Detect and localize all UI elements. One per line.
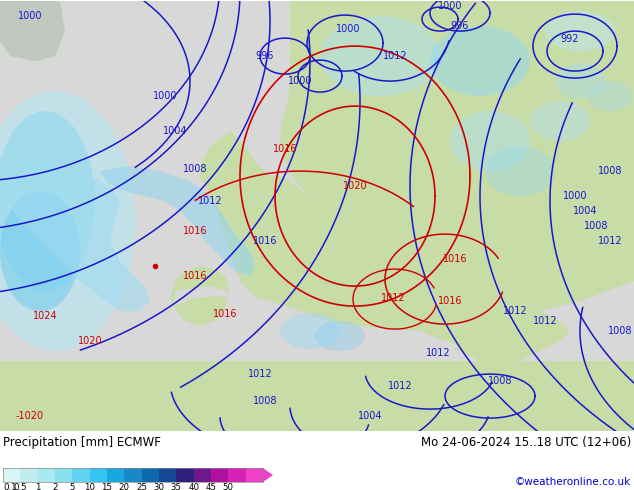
Polygon shape (170, 266, 230, 326)
Text: 992: 992 (560, 34, 579, 44)
Text: 25: 25 (136, 483, 147, 490)
Text: 15: 15 (101, 483, 112, 490)
Ellipse shape (0, 91, 135, 351)
Bar (3, 468, 20, 482)
Polygon shape (202, 159, 220, 179)
Bar (211, 468, 228, 482)
Text: 1000: 1000 (153, 91, 178, 101)
Text: 1016: 1016 (183, 271, 207, 281)
Text: 996: 996 (451, 21, 469, 31)
Ellipse shape (0, 191, 80, 311)
Text: 1008: 1008 (584, 221, 608, 231)
Bar (3, 468, 263, 482)
Polygon shape (280, 1, 634, 311)
Text: 1008: 1008 (608, 326, 632, 336)
Bar (124, 468, 141, 482)
Ellipse shape (555, 63, 605, 99)
Text: 1016: 1016 (437, 296, 462, 306)
Text: 1012: 1012 (383, 51, 407, 61)
Ellipse shape (545, 11, 615, 51)
Text: 1000: 1000 (336, 24, 360, 34)
Polygon shape (263, 468, 273, 482)
Polygon shape (0, 161, 150, 311)
Text: 1016: 1016 (183, 226, 207, 236)
Text: 1012: 1012 (248, 369, 273, 379)
Text: 1012: 1012 (503, 306, 527, 316)
Text: Mo 24-06-2024 15..18 UTC (12+06): Mo 24-06-2024 15..18 UTC (12+06) (421, 436, 631, 449)
Text: 30: 30 (153, 483, 164, 490)
Ellipse shape (430, 26, 530, 96)
Text: 0.5: 0.5 (13, 483, 27, 490)
Text: ©weatheronline.co.uk: ©weatheronline.co.uk (515, 477, 631, 487)
Text: 1008: 1008 (598, 166, 622, 176)
Text: 1016: 1016 (273, 144, 297, 154)
Bar (89, 468, 107, 482)
Text: 1012: 1012 (387, 381, 412, 391)
Bar (20, 468, 37, 482)
Bar (72, 468, 89, 482)
Bar (245, 468, 263, 482)
Text: 10: 10 (84, 483, 95, 490)
Text: 45: 45 (205, 483, 216, 490)
Text: 40: 40 (188, 483, 199, 490)
Text: 1012: 1012 (598, 236, 623, 246)
Bar (176, 468, 193, 482)
Text: 35: 35 (171, 483, 182, 490)
Ellipse shape (485, 146, 555, 196)
Text: 1012: 1012 (425, 348, 450, 358)
Text: 1016: 1016 (443, 254, 467, 264)
Text: 1000: 1000 (288, 76, 313, 86)
Text: 1008: 1008 (253, 396, 277, 406)
Text: 0.1: 0.1 (3, 483, 16, 490)
Text: 1016: 1016 (253, 236, 277, 246)
Bar (159, 468, 176, 482)
Ellipse shape (588, 81, 632, 111)
Polygon shape (0, 361, 634, 431)
Text: 1008: 1008 (488, 376, 512, 386)
Text: 20: 20 (119, 483, 130, 490)
Ellipse shape (530, 101, 590, 141)
Text: 1004: 1004 (358, 411, 382, 421)
Text: 2: 2 (52, 483, 58, 490)
Polygon shape (175, 286, 460, 359)
Ellipse shape (450, 111, 530, 171)
Text: 1012: 1012 (533, 316, 557, 326)
Text: 1016: 1016 (213, 309, 237, 319)
Text: 5: 5 (70, 483, 75, 490)
Text: 1020: 1020 (78, 336, 102, 346)
Bar (55, 468, 72, 482)
Ellipse shape (280, 313, 340, 349)
Bar (37, 468, 55, 482)
Text: 996: 996 (256, 51, 274, 61)
Polygon shape (215, 141, 255, 183)
Text: 1020: 1020 (343, 181, 367, 191)
Bar (141, 468, 159, 482)
Text: 50: 50 (223, 483, 234, 490)
Ellipse shape (315, 321, 365, 351)
Text: 1012: 1012 (198, 196, 223, 206)
Text: 1: 1 (35, 483, 41, 490)
Text: 1000: 1000 (563, 191, 587, 201)
Polygon shape (200, 131, 570, 366)
Polygon shape (215, 179, 240, 206)
Ellipse shape (0, 111, 95, 291)
Bar (193, 468, 211, 482)
Text: 1008: 1008 (183, 164, 207, 174)
Bar (107, 468, 124, 482)
Text: 1000: 1000 (18, 11, 42, 21)
Text: -1020: -1020 (16, 411, 44, 421)
Text: 1004: 1004 (573, 206, 597, 216)
Bar (228, 468, 245, 482)
Polygon shape (0, 1, 65, 61)
Text: 1004: 1004 (163, 126, 187, 136)
Ellipse shape (320, 16, 440, 96)
Text: Precipitation [mm] ECMWF: Precipitation [mm] ECMWF (3, 436, 161, 449)
Text: 1024: 1024 (33, 311, 57, 321)
Text: 1000: 1000 (437, 1, 462, 11)
Polygon shape (100, 166, 255, 276)
Text: 1012: 1012 (380, 293, 405, 303)
